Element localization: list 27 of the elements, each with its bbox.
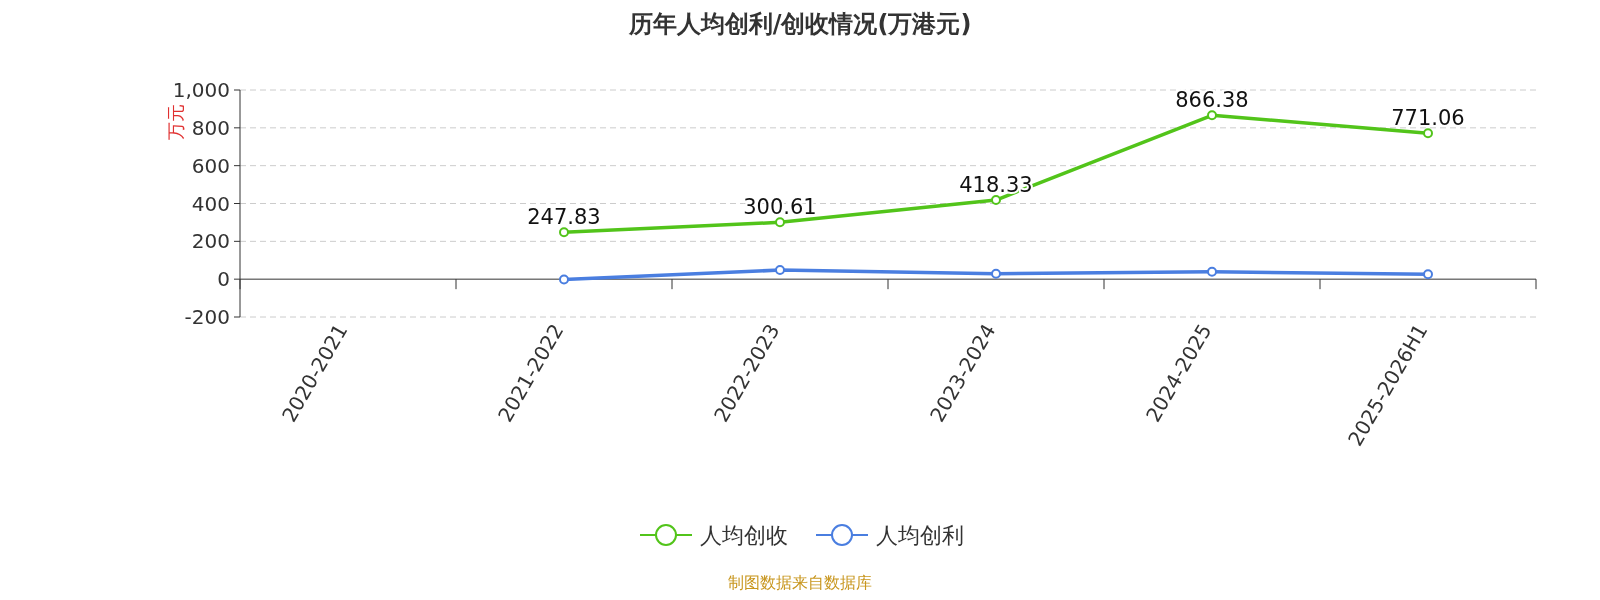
y-tick-label: 800 bbox=[191, 115, 230, 140]
chart-title: 历年人均创利/创收情况(万港元) bbox=[627, 10, 972, 38]
point bbox=[1207, 266, 1217, 277]
point bbox=[991, 268, 1001, 279]
y-tick-label: 600 bbox=[191, 153, 230, 178]
point bbox=[559, 227, 569, 238]
point bbox=[1423, 128, 1433, 139]
data-label: 300.61 bbox=[743, 195, 817, 220]
y-tick-label: 0 bbox=[217, 267, 230, 292]
point bbox=[775, 265, 785, 276]
point bbox=[991, 195, 1001, 206]
data-label: 247.83 bbox=[527, 205, 601, 230]
point bbox=[1207, 110, 1217, 121]
y-tick-label: 1,000 bbox=[172, 78, 230, 102]
data-label: 866.38 bbox=[1175, 88, 1249, 113]
text: 制图数据来自数据库 bbox=[728, 573, 872, 592]
data-label: 418.33 bbox=[959, 173, 1033, 198]
y-tick-label: 400 bbox=[191, 191, 230, 216]
point bbox=[775, 217, 785, 228]
y-tick-label: -200 bbox=[184, 305, 230, 329]
legend-label: 人均创收 bbox=[700, 523, 788, 548]
legend-label: 人均创利 bbox=[876, 523, 964, 548]
y-tick-label: 200 bbox=[191, 229, 230, 254]
point bbox=[1423, 269, 1433, 280]
data-label: 771.06 bbox=[1391, 106, 1465, 131]
y-axis-title: 万元 bbox=[165, 104, 186, 140]
point bbox=[559, 274, 569, 285]
